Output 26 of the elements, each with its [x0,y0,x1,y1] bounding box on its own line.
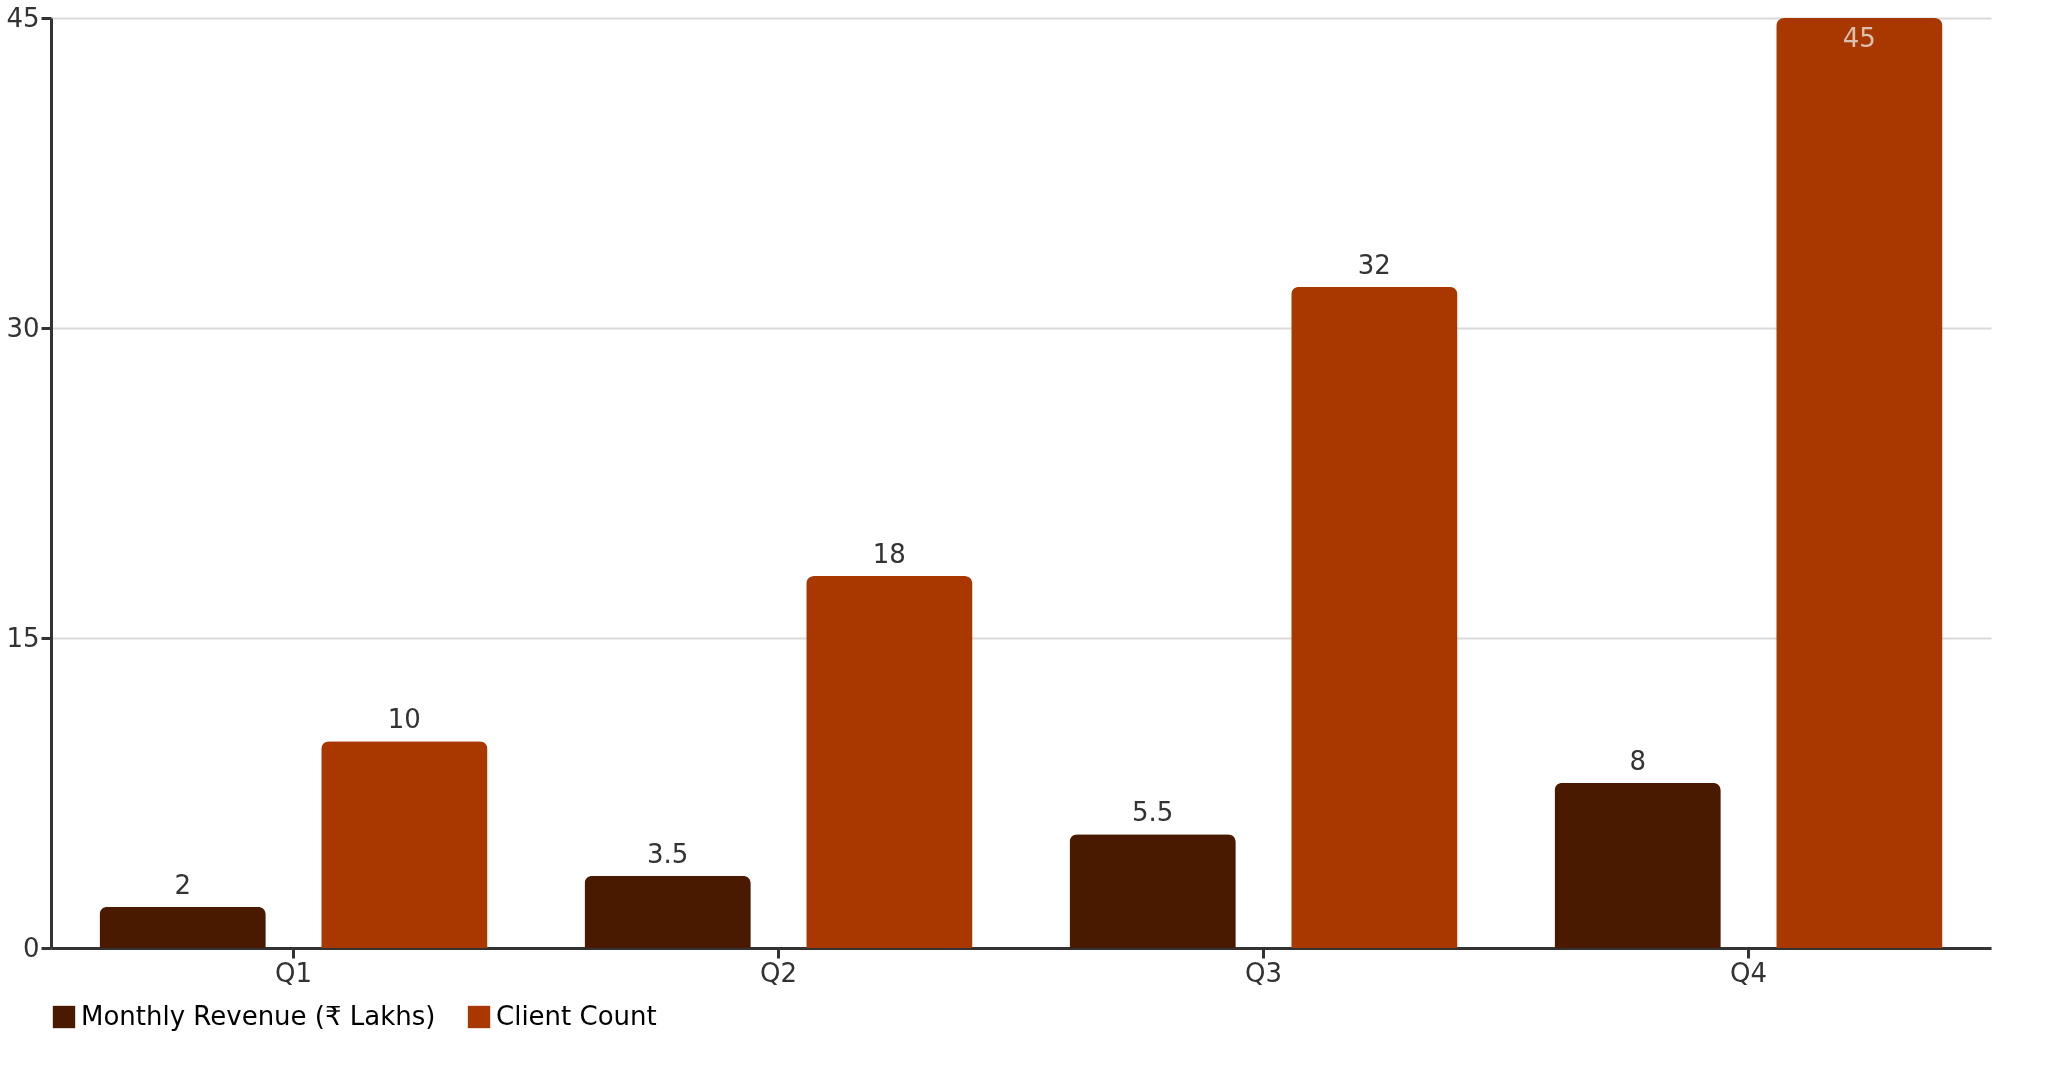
bar [321,741,488,948]
legend-label: Monthly Revenue (₹ Lakhs) [81,1001,436,1031]
data-label: 32 [1357,249,1391,280]
y-tick-label: 0 [22,932,40,963]
data-label: 10 [387,704,421,735]
data-label: 8 [1629,745,1646,776]
bar [1291,286,1458,948]
bar [99,906,266,948]
bar [1069,834,1236,948]
data-label: 5.5 [1131,797,1174,828]
y-tick-label: 30 [6,312,40,343]
bar [1776,18,1943,948]
data-label: 18 [872,539,906,569]
y-tick-label: 45 [6,2,40,33]
data-label: 45 [1842,23,1876,53]
x-tick-label: Q3 [1244,957,1283,988]
bar [1554,782,1721,948]
x-tick-label: Q4 [1729,957,1768,988]
bar [806,576,973,948]
bar [584,875,751,948]
x-tick-label: Q1 [274,957,313,988]
legend-label: Client Count [496,1001,657,1031]
data-label: 2 [174,869,191,900]
x-tick-label: Q2 [759,957,798,988]
data-label: 3.5 [646,838,689,869]
y-tick-label: 15 [6,622,40,653]
